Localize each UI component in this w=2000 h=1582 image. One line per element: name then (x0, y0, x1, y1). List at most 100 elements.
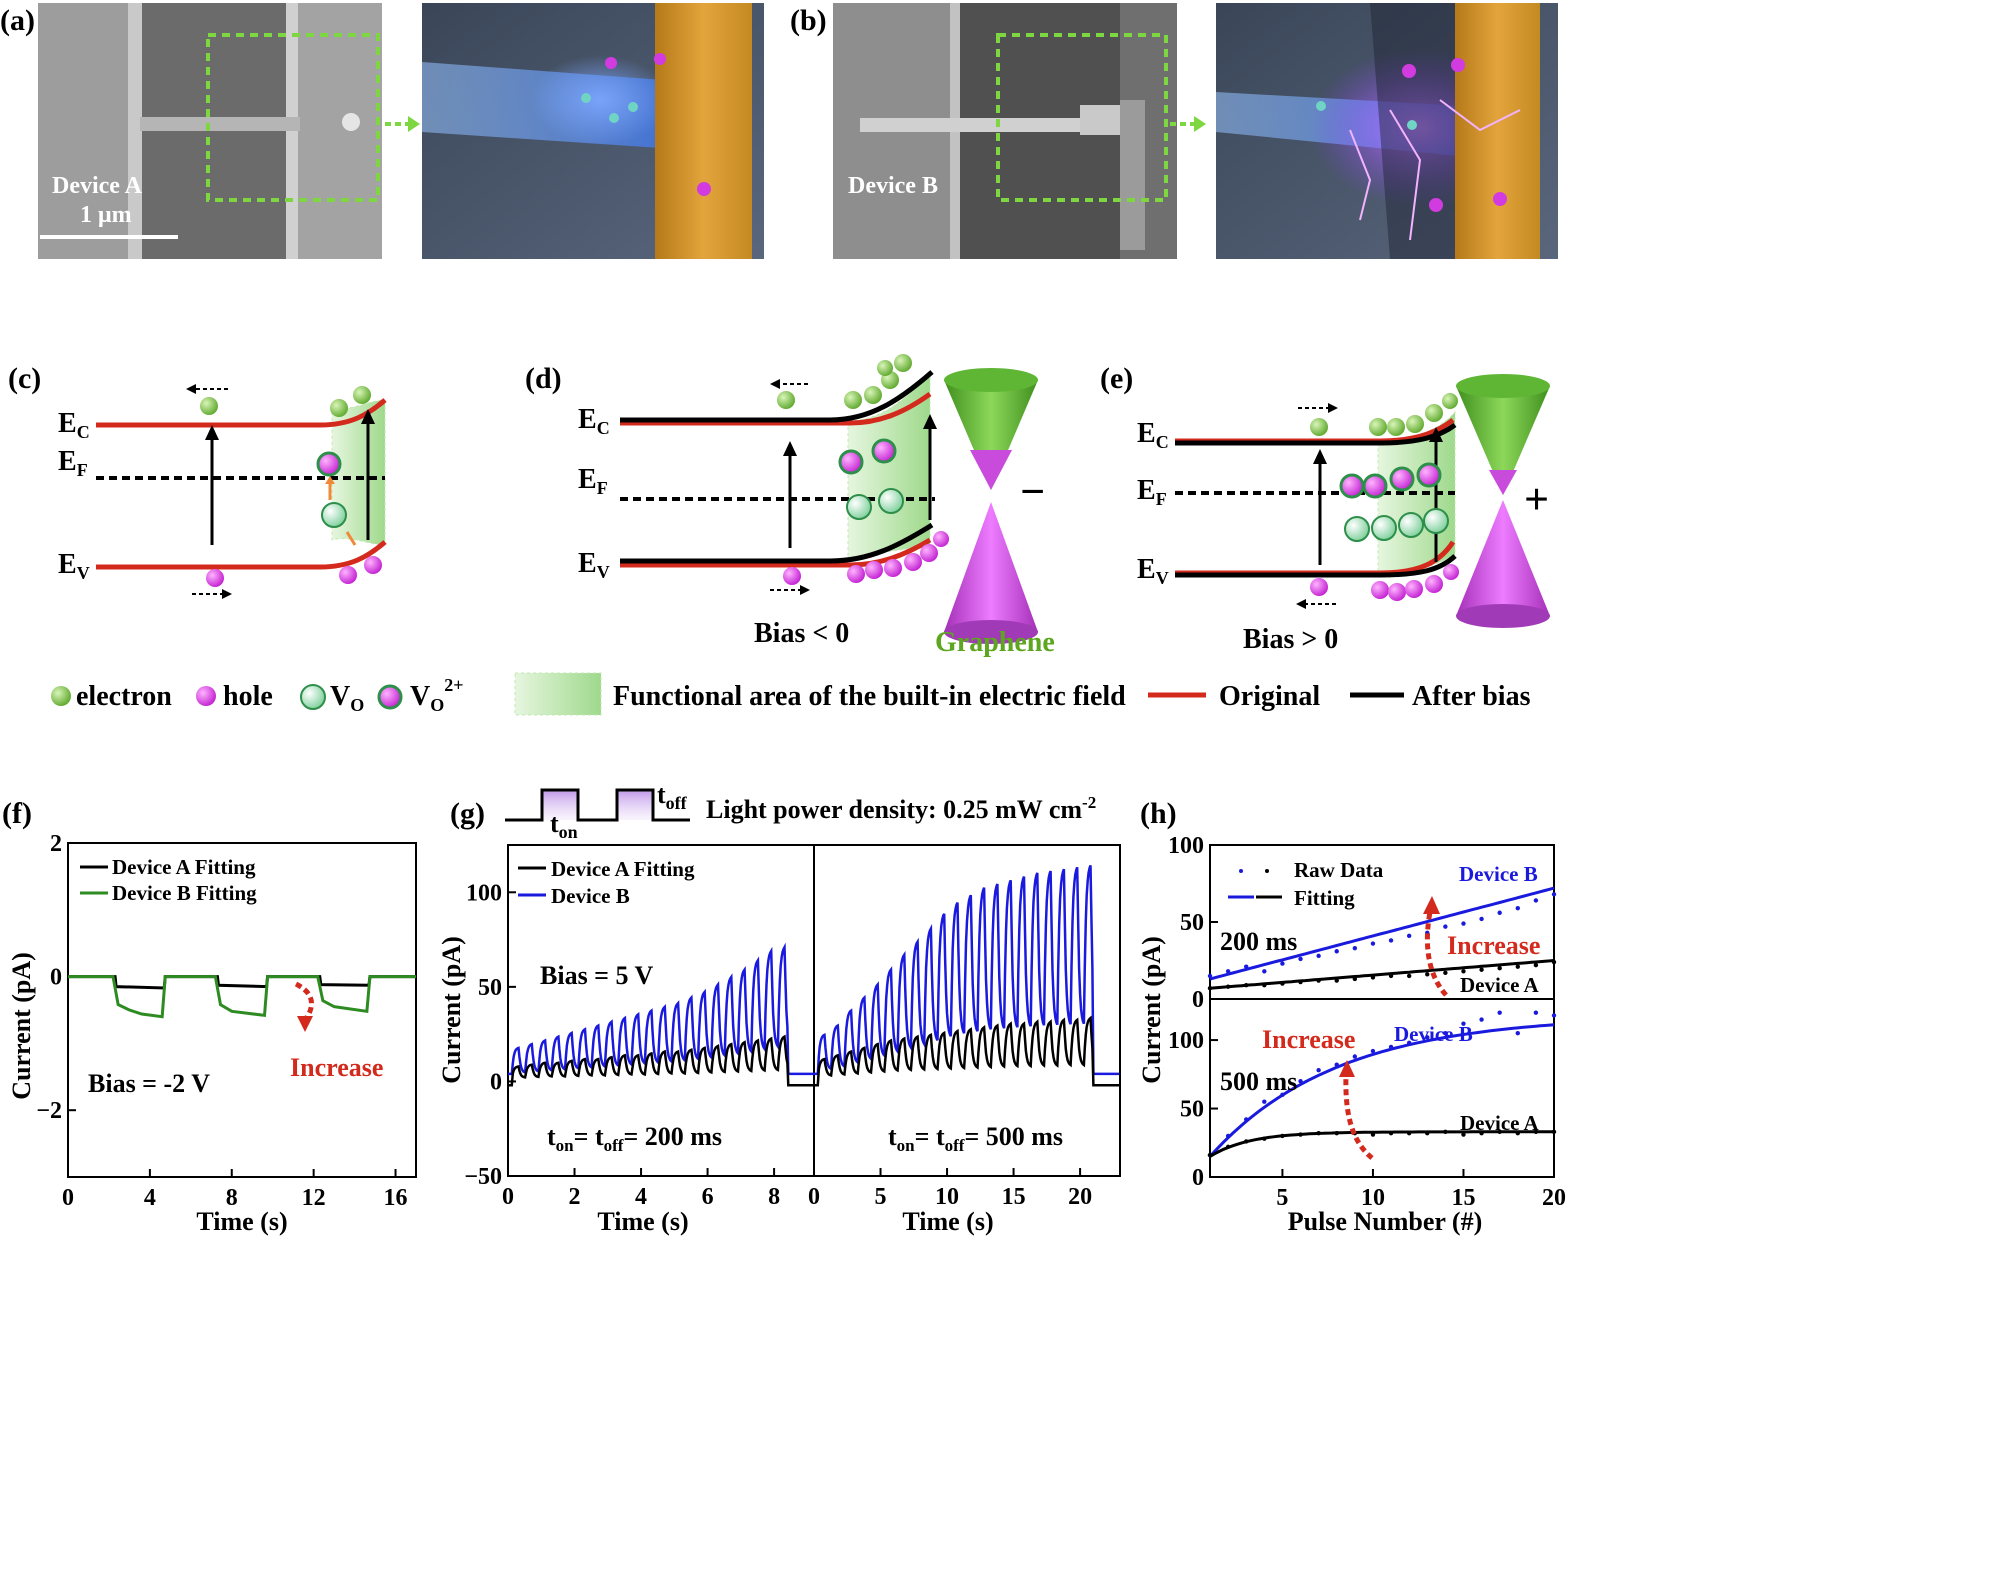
legend: electron hole VO VO2+ Functional area of… (51, 672, 1531, 716)
h1-label: 200 ms (1220, 927, 1297, 956)
render-b (1216, 3, 1558, 259)
h1-device-b: Device B (1459, 862, 1538, 886)
h2-device-a: Device A (1460, 1111, 1540, 1135)
h2-raw-device-b (1479, 1017, 1484, 1022)
g1-xtick-label: 0 (502, 1184, 514, 1210)
graphene-cone-e (1456, 374, 1550, 628)
h2-fit-device-a (1209, 1130, 1554, 1158)
render-a (422, 3, 764, 259)
f-increase: Increase (290, 1053, 383, 1082)
g2-xtick-label: 15 (1002, 1184, 1026, 1210)
chart-f: (f) 0 4 8 12 16 −2 0 2 Current (pA) Time (s) De… (2, 797, 417, 1236)
h1-raw-device-b (1298, 956, 1303, 962)
pulse-toff: toff (657, 780, 688, 813)
g2-series-device-a (814, 1015, 1119, 1087)
sem-image-b: Device B (833, 3, 1177, 259)
panel-b: (b) Device B (790, 3, 1558, 259)
h-ylabel: Current (pA) (1137, 936, 1166, 1084)
g-legend-b: Device B (551, 884, 630, 908)
h-xtick-label: 20 (1542, 1185, 1566, 1211)
h1-raw-device-b (1551, 892, 1557, 897)
legend-hole: hole (223, 681, 273, 712)
panel-c-label: (c) (8, 362, 41, 395)
chart-g: (g) ton toff Light power density: 0.25 m… (437, 780, 1121, 1236)
h2-increase-arrow (1343, 1074, 1374, 1160)
f-xlabel: Time (s) (196, 1207, 287, 1236)
h-legend-fit: Fitting (1294, 886, 1355, 910)
scale-bar-label: 1 μm (80, 202, 132, 228)
h2-raw-device-b (1497, 1010, 1502, 1015)
g-ytick-label: −50 (464, 1164, 502, 1190)
h2-raw-device-b (1443, 1031, 1448, 1036)
h1-raw-device-b (1207, 973, 1213, 979)
f-series-device-b (68, 975, 416, 1019)
f-legend: Device A Fitting Device B Fitting (80, 855, 257, 905)
g1-annotation: ton= toff= 200 ms (547, 1122, 722, 1155)
h2-raw-device-b (1461, 1021, 1466, 1026)
h-legend-raw: Raw Data (1294, 858, 1384, 882)
graphene-cone-d (944, 368, 1038, 644)
legend-hole-icon (196, 686, 216, 706)
h1-raw-device-a (1443, 970, 1448, 976)
f-xtick-label: 16 (384, 1185, 408, 1211)
h1-increase-arrow (1424, 911, 1448, 997)
h2-raw-device-b (1551, 1013, 1557, 1018)
bias-sign-minus: − (1020, 467, 1045, 516)
h1-increase: Increase (1447, 931, 1540, 960)
h1-raw-device-b (1316, 953, 1321, 959)
g1-series-device-a (508, 1034, 814, 1087)
g1-xlabel: Time (s) (597, 1207, 688, 1236)
e-ec-label: EC (1137, 418, 1169, 452)
h1-raw-device-b (1497, 910, 1502, 915)
f-increase-arrow (294, 981, 314, 1022)
h2-raw-device-b (1262, 1099, 1267, 1104)
legend-vo2-icon (377, 684, 403, 710)
g1-xtick-label: 4 (635, 1184, 647, 1210)
f-series-device-a (68, 975, 416, 990)
h1-raw-device-b (1388, 938, 1394, 943)
h2-raw-device-b (1425, 1035, 1430, 1040)
d-ef-label: EF (578, 464, 608, 498)
h-legend: Raw Data Fitting (1228, 858, 1384, 910)
device-a-label: Device A (52, 173, 143, 199)
graphene-label: Graphene (935, 627, 1055, 658)
legend-original: Original (1219, 681, 1320, 712)
h1-raw-device-b (1334, 949, 1339, 954)
h1-raw-device-a (1515, 964, 1520, 969)
panel-d: (d) EC EF EV (525, 354, 1055, 658)
panel-a: (a) Device A 1 μm (0, 3, 764, 259)
h2-fit-device-b (1208, 1023, 1555, 1158)
g-bias: Bias = 5 V (540, 961, 654, 990)
f-bias: Bias = -2 V (88, 1069, 210, 1098)
g1-xtick-label: 6 (702, 1184, 714, 1210)
f-xtick-label: 0 (62, 1185, 74, 1211)
g-legend: Device A Fitting Device B (518, 857, 695, 908)
h1-raw-device-b (1461, 921, 1466, 926)
legend-electron-icon (51, 686, 71, 706)
h1-fit-device-b (1209, 886, 1555, 981)
pulse-diagram: ton toff (505, 780, 690, 842)
h1-raw-device-b (1443, 924, 1448, 929)
f-ytick-label: −2 (36, 1098, 62, 1124)
panel-g-label: (g) (450, 797, 485, 830)
h2-raw-device-b (1515, 1031, 1520, 1036)
h-xtick-label: 15 (1451, 1185, 1475, 1211)
chart-h: (h) 5 10 15 20 0 50 100 0 50 100 Current (pA) Pul… (1137, 797, 1566, 1236)
e-ev-label: EV (1137, 554, 1169, 588)
h1-raw-device-b (1370, 941, 1376, 946)
e-ef-label: EF (1137, 475, 1167, 509)
g-ytick-label: 50 (478, 975, 502, 1001)
g1-xtick-label: 8 (768, 1184, 780, 1210)
g1-xtick-label: 2 (569, 1184, 581, 1210)
g2-xtick-label: 0 (808, 1184, 820, 1210)
h2-device-b: Device B (1394, 1022, 1473, 1046)
h1-raw-device-a (1406, 973, 1412, 979)
panel-d-label: (d) (525, 362, 562, 395)
h1-raw-device-b (1406, 933, 1412, 939)
h-xlabel: Pulse Number (#) (1288, 1207, 1483, 1236)
bias-sign-plus: + (1524, 475, 1549, 524)
legend-electron: electron (76, 681, 172, 712)
c-ev-label: EV (58, 549, 90, 583)
chart-f-frame (67, 842, 417, 1178)
h1-raw-device-a (1461, 969, 1466, 974)
